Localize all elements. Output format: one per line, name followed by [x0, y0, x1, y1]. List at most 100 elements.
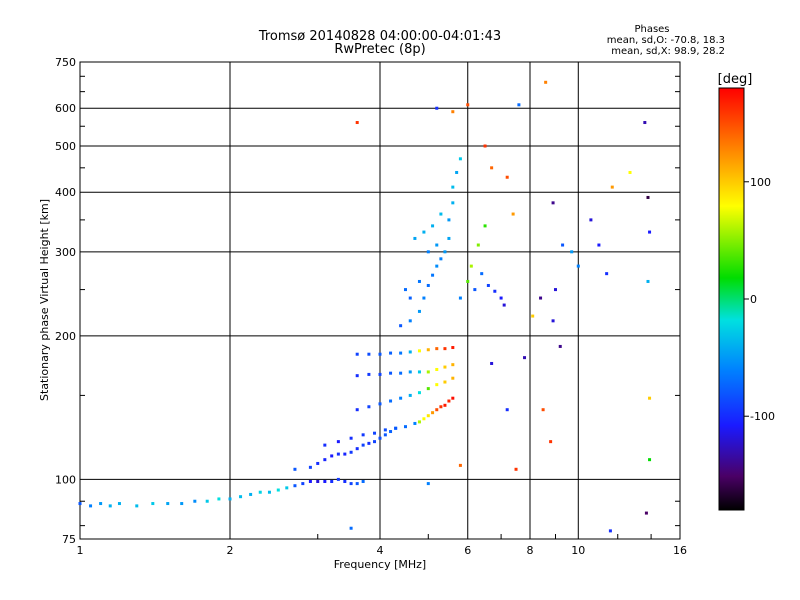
data-point	[443, 380, 447, 384]
data-point	[439, 405, 443, 409]
data-point	[549, 440, 553, 444]
data-point	[355, 408, 359, 412]
data-point	[431, 273, 435, 277]
data-point	[389, 351, 393, 355]
data-point	[451, 110, 455, 114]
data-point	[605, 272, 609, 276]
data-point	[417, 391, 421, 395]
data-point	[451, 363, 455, 367]
data-point	[466, 103, 470, 107]
data-point	[455, 170, 459, 174]
data-point	[403, 288, 407, 292]
data-point	[483, 144, 487, 148]
data-point	[258, 490, 262, 494]
data-point	[399, 324, 403, 328]
data-point	[408, 350, 412, 354]
data-point	[403, 425, 407, 429]
data-point	[308, 465, 312, 469]
data-point	[426, 387, 430, 391]
data-point	[422, 296, 426, 300]
data-point	[343, 452, 347, 456]
data-point	[394, 426, 398, 430]
data-point	[343, 479, 347, 483]
data-point	[408, 319, 412, 323]
data-point	[458, 296, 462, 300]
stats-heading: Phases	[634, 24, 669, 35]
data-point	[648, 396, 652, 400]
data-point	[458, 463, 462, 467]
data-point	[499, 296, 503, 300]
data-point	[330, 454, 334, 458]
data-point	[447, 236, 451, 240]
data-point	[511, 212, 515, 216]
chart-subtitle: RwPretec (8p)	[334, 42, 425, 57]
data-point	[217, 497, 221, 501]
data-point	[523, 356, 527, 360]
data-point	[628, 170, 632, 174]
data-point	[476, 243, 480, 247]
y-tick-label: 200	[55, 330, 76, 343]
data-point	[378, 436, 382, 440]
colorbar-ticks: 100 0 -100	[744, 176, 775, 423]
data-point	[435, 383, 439, 387]
data-point	[483, 224, 487, 228]
data-point	[551, 201, 555, 205]
y-tick-label: 750	[55, 56, 76, 69]
data-point	[443, 250, 447, 254]
data-point	[330, 479, 334, 483]
data-point	[648, 230, 652, 234]
data-point	[531, 314, 535, 318]
x-tick-label: 2	[227, 544, 234, 557]
data-point	[490, 361, 494, 365]
data-point	[426, 370, 430, 374]
data-point	[473, 288, 477, 292]
data-point	[435, 347, 439, 351]
data-point	[349, 436, 353, 440]
data-point	[551, 319, 555, 323]
chart-title: Tromsø 20140828 04:00:00-04:01:43	[258, 29, 501, 44]
data-point	[355, 374, 359, 378]
data-point	[435, 367, 439, 371]
data-point	[308, 479, 312, 483]
data-point	[267, 490, 271, 494]
colorbar-tick-label: -100	[750, 410, 775, 423]
data-point	[323, 443, 327, 447]
data-point	[435, 243, 439, 247]
data-point	[293, 467, 297, 471]
data-point	[135, 504, 139, 508]
y-tick-label: 75	[62, 533, 76, 546]
data-point	[399, 371, 403, 375]
data-point	[336, 452, 340, 456]
axis-ticks: 1 2 4 6 8 10 16 75 100 200 300 400 500 600 750	[55, 56, 687, 557]
data-point	[355, 121, 359, 125]
data-point	[383, 428, 387, 432]
data-point	[570, 250, 574, 254]
data-point	[439, 212, 443, 216]
data-point	[435, 408, 439, 412]
data-point	[408, 393, 412, 397]
data-point	[249, 492, 253, 496]
data-point	[349, 450, 353, 454]
data-point	[361, 479, 365, 483]
data-point	[422, 230, 426, 234]
data-point	[323, 458, 327, 462]
data-point	[316, 461, 320, 465]
data-point	[514, 467, 518, 471]
data-point	[180, 502, 184, 506]
y-tick-label: 500	[55, 140, 76, 153]
data-point	[597, 243, 601, 247]
data-point	[417, 309, 421, 313]
data-point	[558, 344, 562, 348]
data-point	[443, 365, 447, 369]
data-point	[435, 106, 439, 110]
colorbar-label: [deg]	[718, 72, 753, 87]
y-tick-label: 600	[55, 102, 76, 115]
data-point	[561, 243, 565, 247]
data-point	[399, 351, 403, 355]
data-point	[447, 218, 451, 222]
data-point	[166, 502, 170, 506]
data-point	[239, 495, 243, 499]
plot-frame	[79, 61, 681, 540]
colorbar	[718, 87, 745, 511]
data-point	[466, 279, 470, 283]
